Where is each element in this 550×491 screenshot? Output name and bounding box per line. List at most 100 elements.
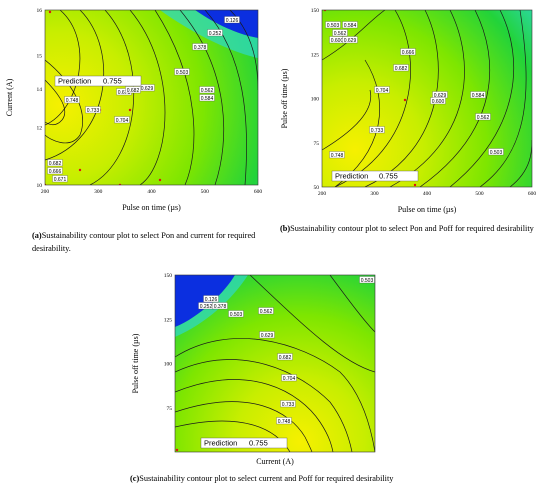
- contour-label-box: [192, 43, 208, 51]
- contour-line: [249, 275, 375, 373]
- y-tick-label: 15: [37, 54, 43, 60]
- contour-label-box: [276, 417, 292, 425]
- contour-label-box: [259, 331, 275, 339]
- contour-label-box: [203, 295, 219, 303]
- prediction-label: Prediction: [335, 172, 368, 181]
- contour-label-box: [258, 307, 274, 315]
- contour-label-box: [369, 126, 385, 134]
- chart-panel-c: 75 100 125 150 Current (A) Pulse off time (µs…: [0, 262, 550, 491]
- contour-label-box: [212, 302, 228, 310]
- contour-label: 0.629: [434, 93, 447, 99]
- contour-label-box: [342, 21, 358, 29]
- contour-label: 0.666: [49, 169, 62, 175]
- design-point: [413, 183, 417, 187]
- contour-label: 0.733: [282, 402, 295, 408]
- design-point: [128, 108, 132, 112]
- contour-label: 0.600: [331, 38, 344, 44]
- chart-panel-b: 200 300 400 500 600 50 75 100 125 150 Pulse on tim…: [275, 0, 550, 260]
- prediction-box: [200, 437, 288, 449]
- contour-line: [175, 359, 353, 452]
- prediction-value: 0.755: [103, 77, 122, 86]
- x-axis-title: Pulse on time (µs): [398, 205, 457, 214]
- contour-plot-a: 200 300 400 500 600 10 12 14 15 16 Pulse on time (…: [5, 8, 263, 212]
- contour-label: 0.629: [141, 86, 154, 92]
- contour-line: [175, 379, 334, 452]
- design-point: [175, 448, 179, 452]
- contour-plot-b: 200 300 400 500 600 50 75 100 125 150 Pulse on tim…: [280, 8, 536, 214]
- prediction-label: Prediction: [58, 77, 91, 86]
- contour-label: 0.748: [66, 98, 79, 104]
- contour-label-box: [430, 97, 446, 105]
- prediction-value: 0.755: [379, 172, 398, 181]
- y-axis-title: Pulse off time (µs): [280, 68, 289, 128]
- contour-label: 0.503: [361, 278, 374, 284]
- prediction-label: Prediction: [204, 439, 237, 448]
- y-tick-label: 16: [37, 8, 43, 14]
- contour-plot-c: 75 100 125 150 Current (A) Pulse off time (µs…: [131, 273, 376, 466]
- contour-label-box: [374, 86, 390, 94]
- contour-label: 0.503: [490, 150, 503, 156]
- contour-label: 0.704: [116, 118, 129, 124]
- contour-label-box: [393, 64, 409, 72]
- contour-label: 0.584: [201, 96, 214, 102]
- design-point: [48, 10, 52, 14]
- x-tick-label: 300: [370, 191, 379, 197]
- x-tick-label: 600: [254, 189, 263, 195]
- contour-label-box: [277, 353, 293, 361]
- contour-label-box: [224, 16, 240, 24]
- prediction-box: [331, 170, 419, 182]
- contour-label: 0.671: [54, 177, 67, 183]
- contour-label-box: [114, 116, 130, 124]
- contour-label: 0.562: [334, 31, 347, 37]
- contour-label: 0.671: [118, 90, 131, 96]
- contour-label-box: [400, 48, 416, 56]
- prediction-box: [54, 75, 142, 87]
- design-point: [78, 168, 82, 172]
- contour-label-box: [47, 167, 63, 175]
- x-tick-label: 200: [41, 189, 50, 195]
- plot-frame: [321, 9, 533, 188]
- contour-label-box: [64, 96, 80, 104]
- y-tick-label: 75: [314, 141, 320, 147]
- contour-label-box: [475, 113, 491, 121]
- x-tick-label: 400: [147, 189, 156, 195]
- contour-line: [45, 10, 81, 126]
- contour-label-box: [329, 151, 345, 159]
- contour-label-box: [332, 29, 348, 37]
- y-tick-label: 125: [164, 317, 173, 323]
- contour-label-box: [280, 400, 296, 408]
- contour-label: 0.629: [261, 333, 274, 339]
- y-tick-label: 125: [311, 52, 320, 58]
- contour-label: 0.748: [331, 153, 344, 159]
- contour-label: 0.252: [200, 304, 213, 310]
- x-tick-label: 500: [475, 191, 484, 197]
- caption-c: (c)Sustainability contour plot to select…: [130, 474, 394, 483]
- prediction-value: 0.755: [249, 439, 268, 448]
- contour-label: 0.503: [176, 70, 189, 76]
- y-tick-label: 14: [37, 87, 43, 93]
- contour-label-box: [281, 374, 297, 382]
- contour-line: [322, 10, 386, 61]
- plot-frame: [44, 9, 259, 186]
- y-tick-label: 50: [314, 185, 320, 191]
- contour-line: [479, 10, 527, 187]
- contour-label: 0.584: [344, 23, 357, 29]
- y-axis-title: Current (A): [5, 78, 14, 116]
- contour-label: 0.733: [87, 108, 100, 114]
- design-point: [403, 98, 407, 102]
- contour-label: 0.704: [376, 88, 389, 94]
- contour-line: [129, 10, 166, 185]
- contour-label: 0.682: [127, 88, 140, 94]
- y-axis-title: Pulse off time (µs): [131, 333, 140, 393]
- contour-label: 0.704: [283, 376, 296, 382]
- contour-label: 0.666: [402, 50, 415, 56]
- contour-label: 0.503: [327, 23, 340, 29]
- contour-label: 0.733: [371, 128, 384, 134]
- contour-label-box: [470, 91, 486, 99]
- y-tick-label: 12: [37, 125, 43, 131]
- contour-line: [329, 275, 375, 333]
- contour-label: 0.562: [477, 115, 490, 121]
- contour-line: [175, 401, 313, 452]
- contour-label: 0.748: [278, 419, 291, 425]
- caption-a: (a)Sustainability contour plot to select…: [32, 231, 256, 253]
